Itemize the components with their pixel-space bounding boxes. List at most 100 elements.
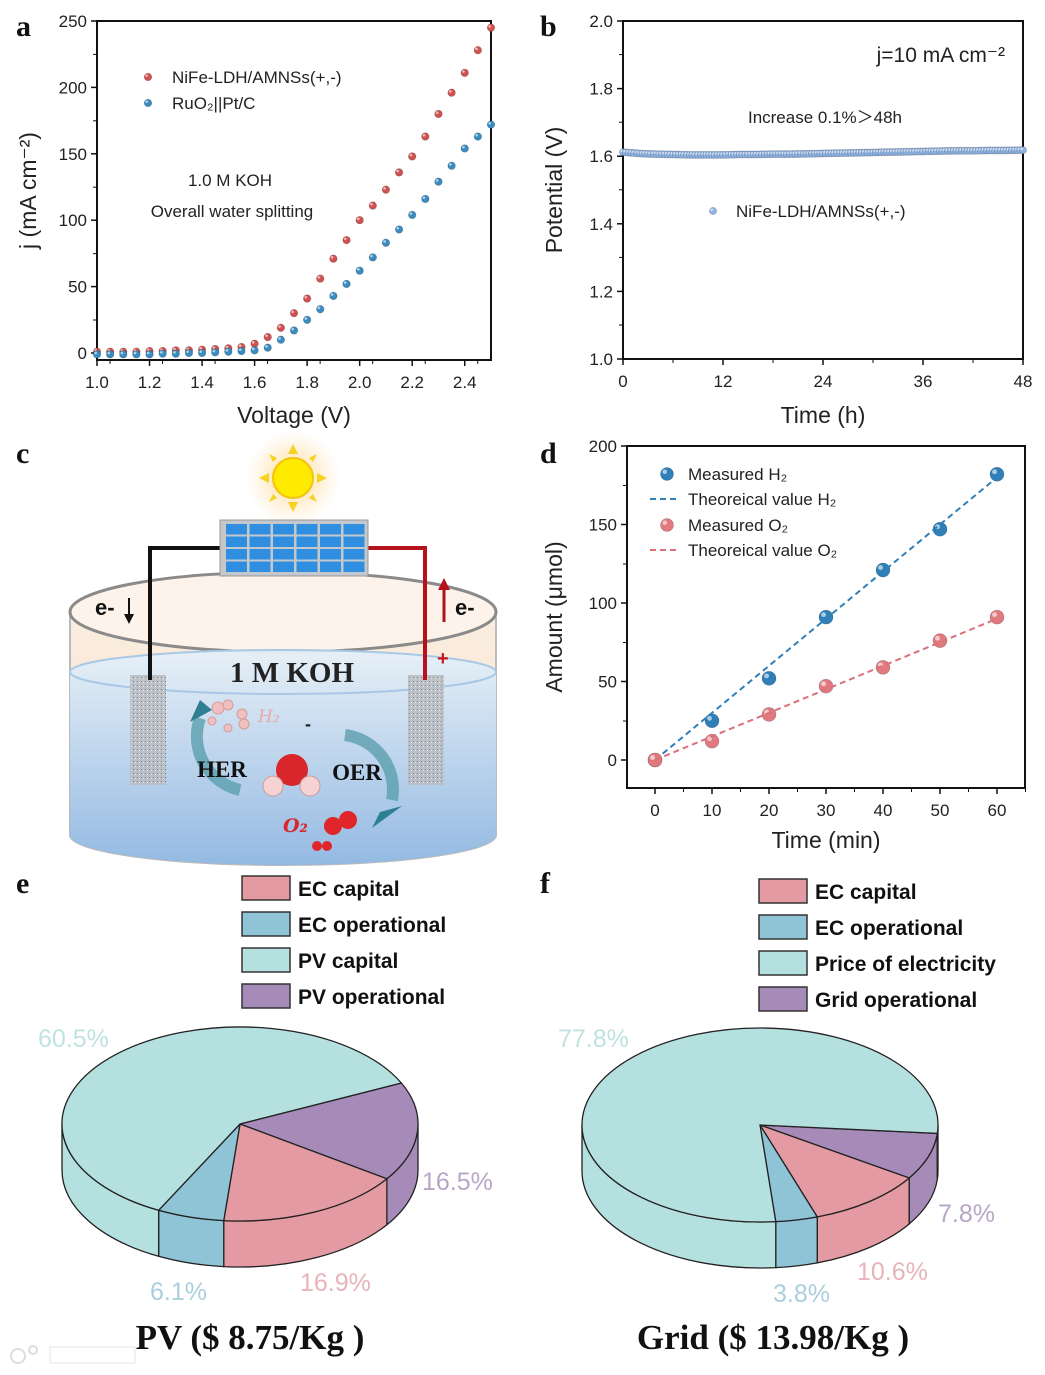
data-point-ruo2 — [211, 348, 220, 357]
solar-cell — [343, 549, 365, 560]
data-point-ruo2 — [106, 350, 115, 359]
electron-label-left: e- — [95, 595, 115, 620]
h2-label: H₂ — [257, 707, 280, 727]
data-point-nife-highlight — [330, 256, 334, 259]
x-tick-label: 0 — [650, 801, 659, 820]
legend-marker-highlight — [145, 74, 148, 77]
x-tick-label: 1.0 — [85, 373, 109, 392]
slice-percent-label: 16.5% — [422, 1168, 493, 1196]
y-tick-label: 1.6 — [589, 147, 613, 166]
data-point-highlight — [935, 635, 940, 641]
y-axis-title: Potential (V) — [541, 127, 567, 254]
data-point-ruo2 — [408, 210, 417, 219]
panel-label-e: e — [16, 867, 29, 900]
plot-frame — [622, 20, 1024, 360]
solar-cell — [226, 561, 247, 572]
panel-label-c: c — [16, 437, 29, 470]
y-tick-label: 50 — [68, 278, 87, 297]
data-point-highlight — [1020, 147, 1023, 151]
legend-swatch — [758, 914, 808, 940]
legend-label: EC operational — [298, 914, 446, 937]
data-point-nife-highlight — [475, 47, 478, 51]
slice-percent-label: 77.8% — [558, 1025, 629, 1053]
data-point-nife-highlight — [370, 202, 373, 206]
x-tick-label: 24 — [814, 372, 833, 391]
slice-percent-label: 6.1% — [150, 1278, 207, 1306]
pie-slice — [581, 1027, 939, 1223]
solar-cell — [296, 524, 318, 535]
x-tick-label: 2.0 — [348, 373, 372, 392]
data-point-ruo2 — [263, 343, 272, 352]
oer-cycle-arrow-icon — [343, 729, 399, 802]
data-point-ruo2-highlight — [238, 348, 242, 352]
data-point-ruo2-highlight — [107, 351, 111, 355]
data-point-nife-highlight — [304, 295, 308, 299]
x-tick-label: 60 — [988, 801, 1007, 820]
data-point — [875, 562, 891, 578]
data-point — [761, 671, 777, 686]
solar-cell — [249, 561, 271, 572]
y-tick-label: 100 — [589, 594, 617, 613]
data-point-ruo2-highlight — [133, 351, 137, 355]
data-point-nife — [263, 332, 272, 342]
data-point-nife — [276, 323, 285, 332]
pie-title: Grid ($ 13.98/Kg ) — [637, 1318, 909, 1357]
data-point-nife-highlight — [238, 344, 242, 348]
x-axis-title: Time (h) — [781, 402, 866, 428]
data-point-ruo2-highlight — [265, 345, 268, 348]
positive-wire — [366, 546, 427, 680]
legend-label: PV operational — [298, 986, 445, 1009]
data-point-ruo2 — [368, 253, 377, 262]
plus-sign: + — [437, 648, 449, 670]
data-point-nife — [447, 88, 456, 97]
data-point-nife — [329, 254, 338, 263]
solar-cell — [273, 536, 294, 547]
legend-marker — [143, 72, 153, 82]
y-tick-label: 150 — [59, 145, 87, 164]
o2-label: O₂ — [283, 815, 308, 837]
solar-cell — [226, 536, 247, 547]
y-tick-label: 200 — [589, 437, 617, 456]
legend-label: PV capital — [298, 950, 398, 973]
annotation-electrolyte: 1.0 M KOH — [188, 171, 272, 190]
data-point-nife — [342, 236, 351, 245]
slice-percent-label: 16.9% — [300, 1269, 371, 1297]
annotation-increase: Increase 0.1%＞48h — [748, 108, 902, 127]
data-point-nife-highlight — [146, 348, 150, 352]
solar-panel-icon — [219, 519, 369, 577]
y-tick-label: 100 — [59, 211, 87, 230]
solar-cell — [249, 524, 271, 535]
data-point — [704, 713, 720, 729]
oxygen-bubbles-icon — [312, 811, 357, 851]
data-point-ruo2 — [171, 349, 180, 358]
data-point-ruo2-highlight — [383, 240, 386, 243]
data-point — [761, 707, 777, 722]
data-point-ruo2 — [197, 348, 207, 358]
solar-cell — [343, 561, 365, 572]
sun-icon — [259, 444, 327, 512]
solar-cell — [249, 549, 271, 560]
annotation-process: Overall water splitting — [151, 202, 314, 221]
data-point-ruo2-highlight — [343, 281, 347, 284]
diagram-c-solar-water-splitting: e- e- + - 1 M KOH HER OER H₂ O₂ — [68, 430, 498, 866]
legend-swatch — [241, 983, 291, 1009]
pie-slice — [237, 1082, 419, 1180]
data-point-nife-highlight — [265, 334, 268, 338]
oer-label: OER — [332, 760, 382, 785]
legend-label: NiFe-LDH/AMNSs(+,-) — [172, 68, 342, 87]
data-point-highlight — [878, 565, 883, 571]
legend-marker — [143, 98, 153, 108]
legend-label: RuO₂||Pt/C — [172, 94, 255, 113]
data-point-nife-highlight — [488, 24, 492, 28]
data-point-highlight — [992, 612, 997, 618]
electron-label-right: e- — [455, 595, 475, 620]
legend-label: Measured H₂ — [688, 465, 787, 484]
data-point-ruo2-highlight — [160, 351, 163, 354]
legend-swatch — [758, 950, 808, 976]
solar-cell — [343, 524, 365, 535]
x-tick-label: 20 — [760, 801, 779, 820]
data-point-ruo2-highlight — [396, 226, 400, 230]
data-point-ruo2 — [381, 238, 391, 247]
legend-marker-highlight — [145, 100, 148, 103]
solar-cell — [226, 524, 247, 535]
